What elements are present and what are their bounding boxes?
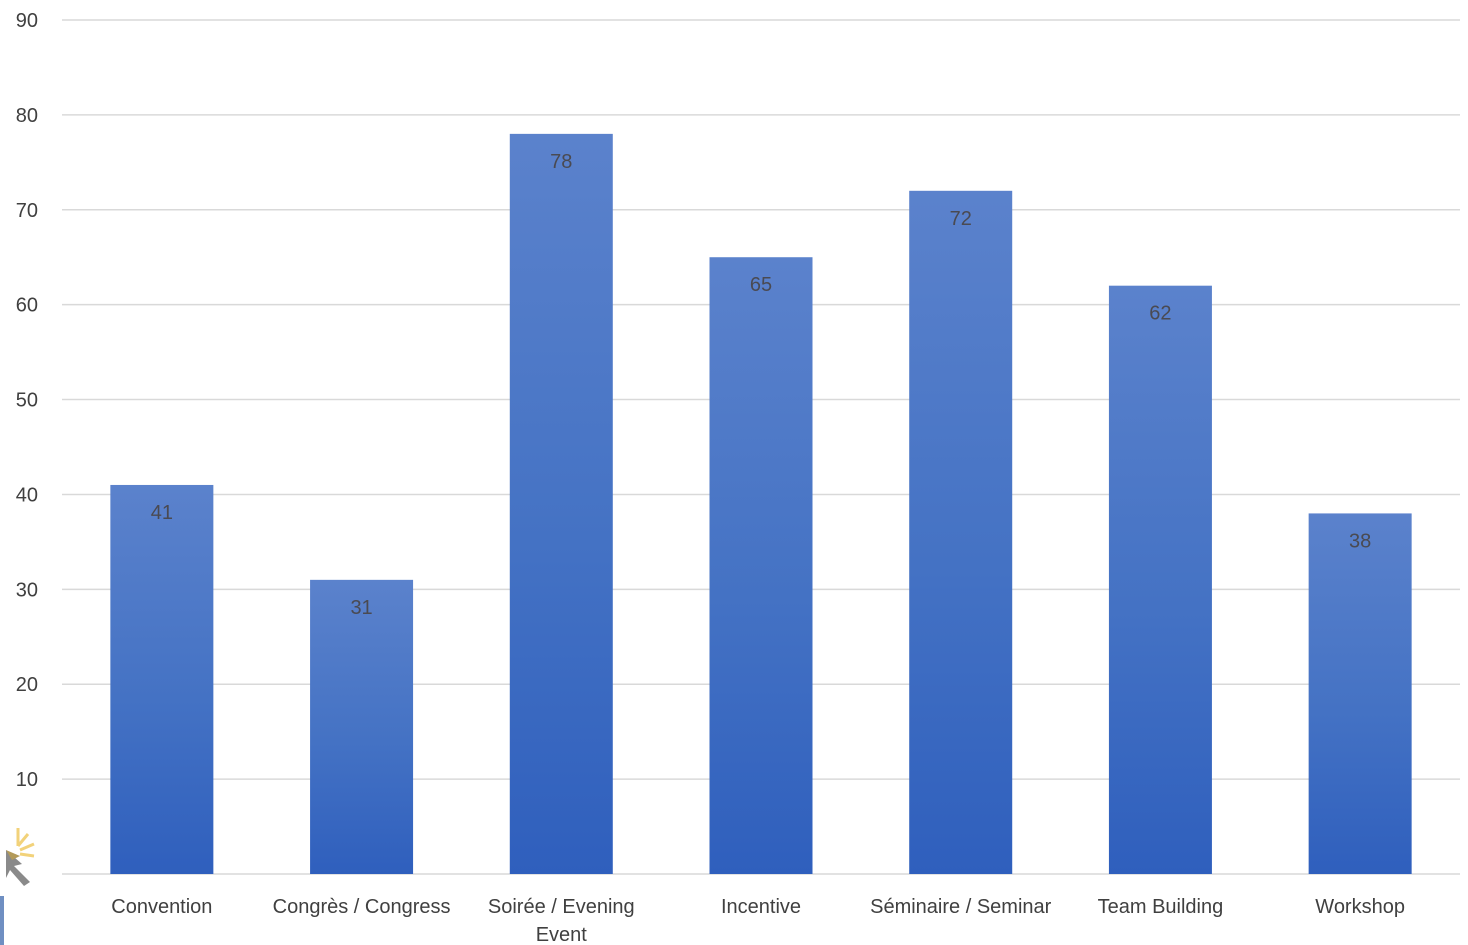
y-axis-tick-labels: 10 20 30 40 50 60 70 80 90	[16, 10, 38, 791]
bar	[709, 257, 813, 874]
y-tick-label: 10	[16, 769, 38, 791]
bar	[1308, 513, 1412, 874]
category-label: Convention	[111, 896, 212, 918]
x-axis-category-labels: Convention Congrès / Congress Soirée / Eve…	[111, 896, 1405, 945]
bar	[310, 579, 414, 874]
y-tick-label: 30	[16, 579, 38, 601]
y-tick-label: 20	[16, 674, 38, 696]
bar	[909, 190, 1013, 875]
category-label: Team Building	[1098, 896, 1224, 918]
data-label: 38	[1349, 530, 1371, 552]
bar	[1108, 285, 1212, 874]
data-label: 72	[950, 208, 972, 230]
category-label: Soirée / Evening Event	[488, 896, 635, 945]
category-label: Congrès / Congress	[273, 896, 451, 918]
data-label: 31	[350, 597, 372, 619]
y-tick-label: 40	[16, 484, 38, 506]
category-label: Workshop	[1315, 896, 1405, 918]
category-label: Séminaire / Seminar	[870, 896, 1052, 918]
bar	[509, 133, 613, 874]
data-label: 78	[550, 151, 572, 173]
y-tick-label: 90	[16, 10, 38, 32]
data-label: 41	[151, 502, 173, 524]
y-tick-label: 80	[16, 105, 38, 127]
category-label: Incentive	[721, 896, 801, 918]
y-tick-label: 50	[16, 390, 38, 412]
sun-arrow-logo-icon	[0, 828, 35, 945]
bar	[110, 484, 214, 874]
y-tick-label: 70	[16, 200, 38, 222]
data-label: 62	[1149, 303, 1171, 325]
data-labels: 41 31 78 65 72 62 38	[151, 151, 1372, 619]
data-label: 65	[750, 274, 772, 296]
bars	[110, 133, 1412, 875]
y-tick-label: 60	[16, 295, 38, 317]
